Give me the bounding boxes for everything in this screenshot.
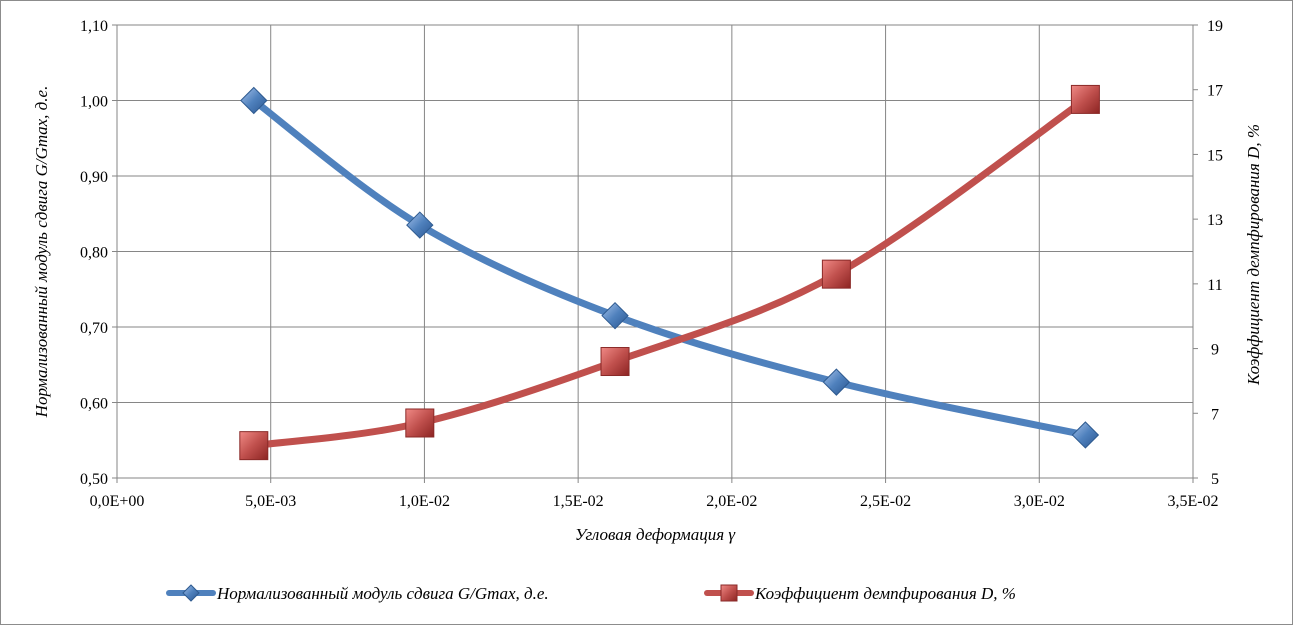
- y-left-axis-title: Нормализованный модуль сдвига G/Gmax, д.…: [32, 86, 51, 419]
- data-point-square: [600, 347, 630, 377]
- legend-item: Коэффициент демпфирования D, %: [704, 584, 1016, 603]
- series-line: [250, 95, 1089, 450]
- data-point-diamond: [822, 368, 851, 396]
- data-point-square: [821, 259, 851, 289]
- series-damping: [239, 84, 1100, 461]
- y-right-tick-label: 13: [1207, 212, 1223, 229]
- data-point-diamond: [240, 86, 268, 115]
- x-tick-label: 2,5E-02: [860, 493, 911, 510]
- x-tick-label: 2,0E-02: [706, 493, 757, 510]
- y-right-tick-label: 19: [1207, 18, 1223, 35]
- y-left-tick-label: 0,50: [80, 471, 108, 488]
- x-tick-label: 3,0E-02: [1014, 493, 1065, 510]
- y-right-axis-title: Коэффициент демпфирования D, %: [1244, 124, 1263, 386]
- y-right-tick-label: 7: [1211, 406, 1219, 423]
- y-right-tick-label: 5: [1211, 471, 1219, 488]
- series-shear-modulus: [240, 86, 1100, 449]
- y-left-axis-ticks: 0,50 0,60 0,70 0,80 0,90 1,00 1,10: [80, 18, 117, 488]
- y-right-tick-label: 9: [1211, 342, 1219, 359]
- data-point-square: [1070, 84, 1100, 114]
- legend-item: Нормализованный модуль сдвига G/Gmax, д.…: [166, 584, 549, 603]
- data-point-diamond: [1071, 421, 1100, 449]
- x-tick-label: 0,0E+00: [90, 493, 145, 510]
- legend-label: Нормализованный модуль сдвига G/Gmax, д.…: [216, 584, 549, 603]
- data-point-square: [405, 408, 435, 438]
- x-axis-title: Угловая деформация γ: [575, 525, 736, 544]
- legend-diamond-marker: [182, 584, 200, 602]
- y-right-axis-ticks: 5 7 9 11 13 15 17 19: [1193, 18, 1223, 488]
- y-left-tick-label: 0,90: [80, 169, 108, 186]
- series-line: [250, 97, 1089, 439]
- legend: Нормализованный модуль сдвига G/Gmax, д.…: [166, 584, 1016, 603]
- x-tick-label: 3,5E-02: [1167, 493, 1218, 510]
- data-point-diamond: [601, 301, 629, 330]
- x-tick-label: 1,5E-02: [553, 493, 604, 510]
- y-right-tick-label: 11: [1207, 277, 1222, 294]
- y-right-tick-label: 15: [1207, 147, 1223, 164]
- y-left-tick-label: 0,80: [80, 245, 108, 262]
- x-tick-label: 1,0E-02: [399, 493, 450, 510]
- series-layer: [239, 84, 1100, 461]
- y-left-tick-label: 1,10: [80, 18, 108, 35]
- x-axis-ticks: 0,0E+00 5,0E-03 1,0E-02 1,5E-02 2,0E-02 2,5E-…: [90, 478, 1219, 510]
- y-left-tick-label: 1,00: [80, 94, 108, 111]
- grid-layer: [116, 24, 1194, 479]
- data-point-diamond: [406, 211, 434, 239]
- y-left-tick-label: 0,60: [80, 396, 108, 413]
- legend-label: Коэффициент демпфирования D, %: [754, 584, 1016, 603]
- y-left-tick-label: 0,70: [80, 320, 108, 337]
- legend-square-marker: [720, 584, 738, 602]
- y-right-tick-label: 17: [1207, 83, 1223, 100]
- data-point-square: [239, 431, 269, 461]
- x-tick-label: 5,0E-03: [245, 493, 296, 510]
